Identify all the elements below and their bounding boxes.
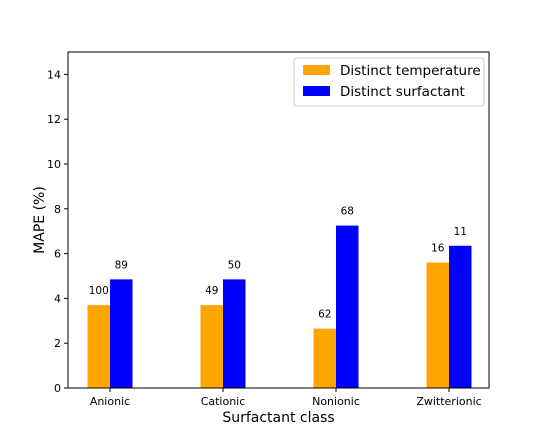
bar-cationic-distinct-temperature [200,305,223,388]
legend-label-distinct-surfactant: Distinct surfactant [340,84,465,100]
legend-swatch-distinct-surfactant [303,86,330,96]
bar-zwitterionic-distinct-temperature [426,262,449,388]
bar-nonionic-distinct-temperature [313,328,336,388]
data-label: 50 [228,259,241,271]
legend: Distinct temperature Distinct surfactant [293,57,485,107]
y-tick-label: 12 [47,113,61,126]
legend-swatch-distinct-temperature [303,65,330,75]
plot-area [68,52,489,388]
bar-zwitterionic-distinct-surfactant [449,245,472,388]
y-tick-label: 6 [54,248,61,261]
bar-anionic-distinct-surfactant [110,279,133,388]
x-tick-label-zwitterionic: Zwitterionic [416,395,481,408]
y-tick-label: 4 [54,292,61,305]
data-label: 89 [115,259,128,271]
bar-nonionic-distinct-surfactant [336,225,359,388]
y-tick-label: 8 [54,203,61,216]
x-tick-label-cationic: Cationic [201,395,246,408]
x-axis-ticks: Anionic Cationic Nonionic Zwitterionic [90,388,482,408]
data-label: 11 [454,226,467,238]
data-label: 62 [318,309,331,321]
legend-box [293,57,485,107]
data-label: 16 [431,243,445,255]
bar-anionic-distinct-temperature [87,305,110,388]
x-tick-label-anionic: Anionic [90,395,130,408]
data-label: 100 [89,285,109,297]
bar-cationic-distinct-surfactant [223,279,246,388]
x-axis-label: Surfactant class [222,410,334,426]
bars-group [87,225,472,388]
x-tick-label-nonionic: Nonionic [312,395,360,408]
data-label: 49 [205,285,218,297]
legend-label-distinct-temperature: Distinct temperature [340,63,481,79]
y-axis-ticks: 0 2 4 6 8 10 12 14 [47,68,68,395]
y-axis-label: MAPE (%) [32,186,48,254]
y-tick-label: 10 [47,158,61,171]
data-labels-group: 100 89 49 50 62 68 16 11 [89,206,467,321]
y-tick-label: 2 [54,337,61,350]
y-tick-label: 0 [54,382,61,395]
plot-frame [67,51,490,389]
y-tick-label: 14 [47,68,61,81]
data-label: 68 [341,206,354,218]
